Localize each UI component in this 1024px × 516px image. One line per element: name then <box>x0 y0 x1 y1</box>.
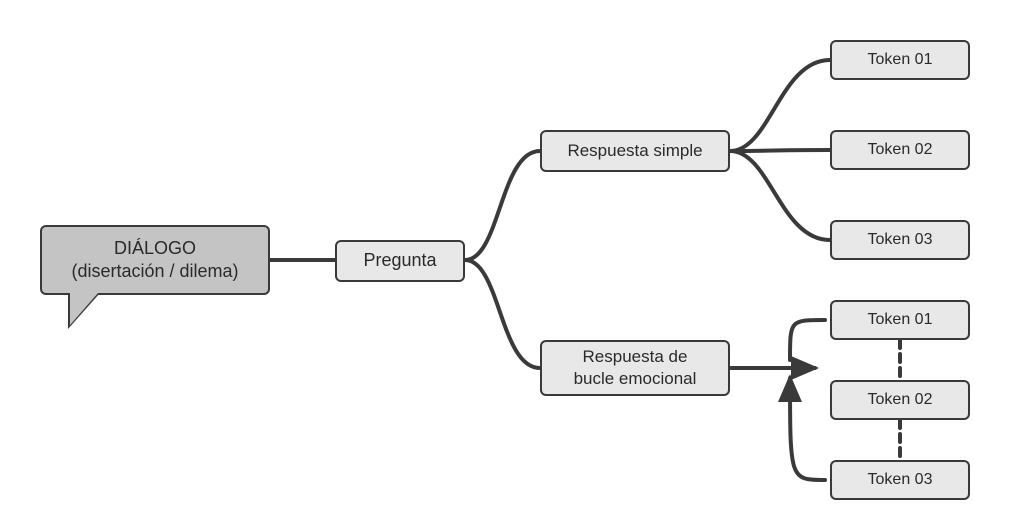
node-token-simple-2: Token 02 <box>830 130 970 170</box>
node-respuesta-simple-label: Respuesta simple <box>567 140 702 162</box>
node-dialogo: DIÁLOGO (disertación / dilema) <box>40 225 270 295</box>
edge-loop-bottom <box>790 378 825 480</box>
node-respuesta-simple: Respuesta simple <box>540 130 730 172</box>
token-label: Token 03 <box>868 230 933 251</box>
node-dialogo-line2: (disertación / dilema) <box>71 260 238 283</box>
node-respuesta-bucle-line2: bucle emocional <box>574 368 697 390</box>
edge-simple-token2 <box>730 150 830 151</box>
node-pregunta-label: Pregunta <box>363 249 436 272</box>
edge-simple-token1 <box>730 60 830 151</box>
token-label: Token 02 <box>868 390 933 411</box>
edge-loop-top <box>790 320 825 360</box>
node-token-bucle-3: Token 03 <box>830 460 970 500</box>
node-token-bucle-1: Token 01 <box>830 300 970 340</box>
edge-pregunta-bucle <box>465 260 540 368</box>
node-token-simple-3: Token 03 <box>830 220 970 260</box>
edge-pregunta-simple <box>465 151 540 260</box>
node-dialogo-line1: DIÁLOGO <box>71 237 238 260</box>
token-label: Token 02 <box>868 140 933 161</box>
edge-simple-token3 <box>730 151 830 240</box>
node-pregunta: Pregunta <box>335 240 465 282</box>
node-token-simple-1: Token 01 <box>830 40 970 80</box>
token-label: Token 03 <box>868 470 933 491</box>
token-label: Token 01 <box>868 50 933 71</box>
node-token-bucle-2: Token 02 <box>830 380 970 420</box>
token-label: Token 01 <box>868 310 933 331</box>
node-respuesta-bucle: Respuesta de bucle emocional <box>540 340 730 396</box>
speech-tail-icon <box>70 293 98 325</box>
node-respuesta-bucle-line1: Respuesta de <box>574 346 697 368</box>
